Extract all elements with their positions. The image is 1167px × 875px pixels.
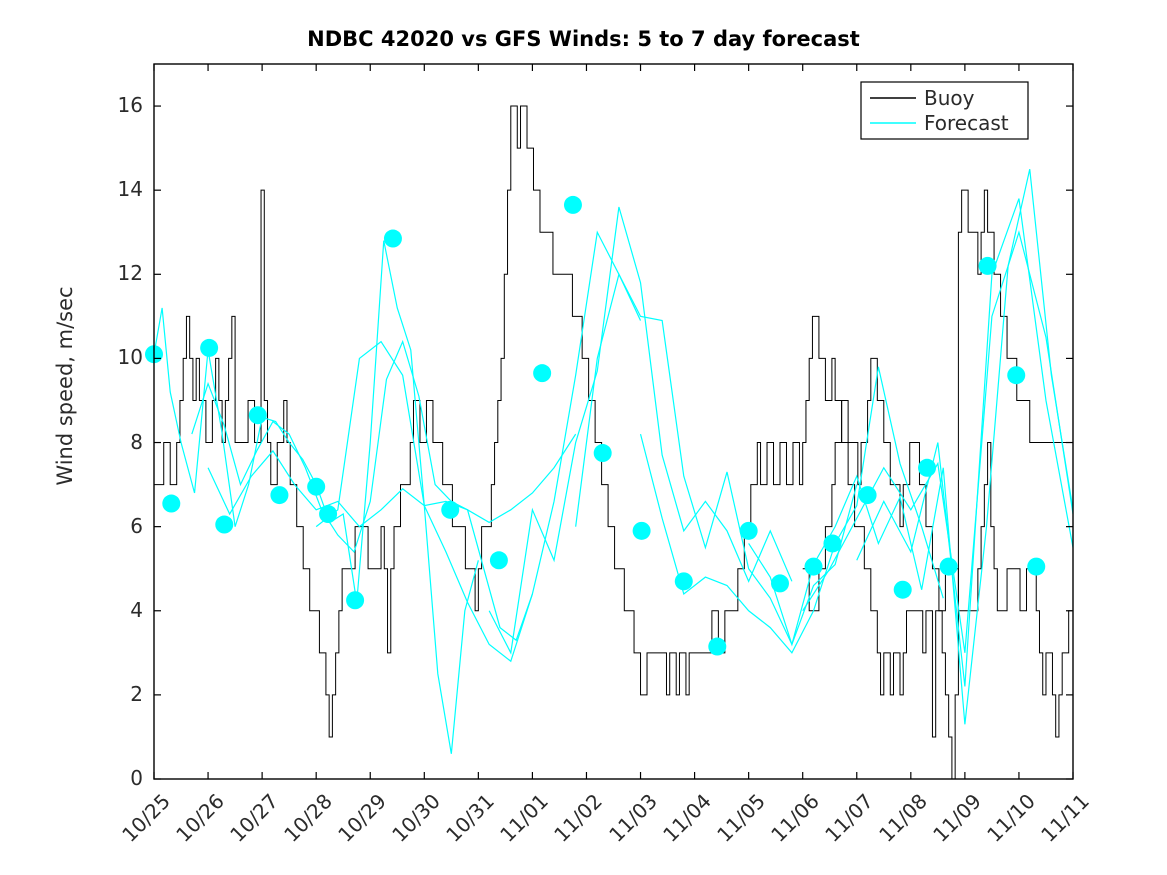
forecast-marker-point bbox=[1007, 366, 1026, 385]
y-tick-label: 2 bbox=[130, 681, 143, 706]
forecast-marker-point bbox=[1027, 557, 1046, 576]
series-line-buoy-2 bbox=[802, 189, 1072, 780]
forecast-marker-point bbox=[632, 521, 651, 540]
forecast-marker-point bbox=[893, 580, 912, 599]
series-line-forecast-run-5 bbox=[488, 206, 793, 655]
forecast-marker-point bbox=[307, 477, 326, 496]
forecast-marker-point bbox=[563, 195, 582, 214]
forecast-marker-point bbox=[489, 551, 508, 570]
forecast-marker-point bbox=[248, 406, 267, 425]
y-tick-label: 14 bbox=[117, 177, 143, 202]
series-line-forecast-run-10 bbox=[856, 198, 1074, 687]
forecast-marker-point bbox=[319, 505, 338, 524]
series-line-forecast-run-6 bbox=[575, 272, 858, 646]
y-tick-label: 0 bbox=[130, 766, 143, 790]
forecast-marker-point bbox=[939, 557, 958, 576]
axes-layer bbox=[153, 63, 1074, 780]
series-layer bbox=[145, 105, 1074, 780]
forecast-marker-point bbox=[978, 256, 997, 275]
forecast-marker-point bbox=[858, 486, 877, 505]
chart-title: NDBC 42020 vs GFS Winds: 5 to 7 day fore… bbox=[307, 27, 860, 51]
forecast-marker-point bbox=[804, 557, 823, 576]
series-line-forecast-run-4 bbox=[315, 230, 642, 663]
forecast-marker-point bbox=[215, 515, 234, 534]
forecast-marker-point bbox=[739, 521, 758, 540]
series-line-forecast-run-7 bbox=[639, 366, 944, 654]
forecast-marker-point bbox=[346, 591, 365, 610]
y-tick-label: 10 bbox=[117, 345, 143, 370]
forecast-marker-point bbox=[823, 534, 842, 553]
forecast-marker-point bbox=[533, 364, 552, 383]
y-tick-label: 4 bbox=[130, 597, 143, 622]
forecast-marker-point bbox=[674, 572, 693, 591]
axes-frame bbox=[153, 63, 1074, 780]
forecast-marker-point bbox=[918, 458, 937, 477]
y-tick-label: 16 bbox=[117, 93, 143, 118]
forecast-marker-point bbox=[270, 486, 289, 505]
forecast-marker-point bbox=[708, 637, 727, 656]
legend-label-forecast: Forecast bbox=[924, 111, 1009, 135]
y-tick-label: 8 bbox=[130, 429, 143, 454]
series-line-forecast-run-2 bbox=[191, 339, 533, 642]
series-line-forecast-run-3 bbox=[207, 433, 577, 528]
y-tick-label: 6 bbox=[130, 513, 143, 538]
forecast-marker-point bbox=[162, 494, 181, 513]
forecast-marker-point bbox=[771, 574, 789, 593]
legend-label-buoy: Buoy bbox=[924, 86, 975, 110]
forecast-marker-point bbox=[441, 500, 460, 519]
forecast-marker-point bbox=[593, 444, 612, 463]
y-tick-label: 12 bbox=[117, 261, 143, 286]
series-line-forecast-run-8 bbox=[748, 169, 1074, 725]
forecast-marker-group bbox=[145, 195, 1046, 656]
forecast-marker-point bbox=[200, 338, 219, 357]
legend-frame bbox=[860, 81, 1029, 140]
series-line-buoy bbox=[154, 105, 1072, 738]
forecast-marker-point bbox=[383, 229, 402, 248]
series-line-forecast-run-1 bbox=[153, 240, 479, 754]
